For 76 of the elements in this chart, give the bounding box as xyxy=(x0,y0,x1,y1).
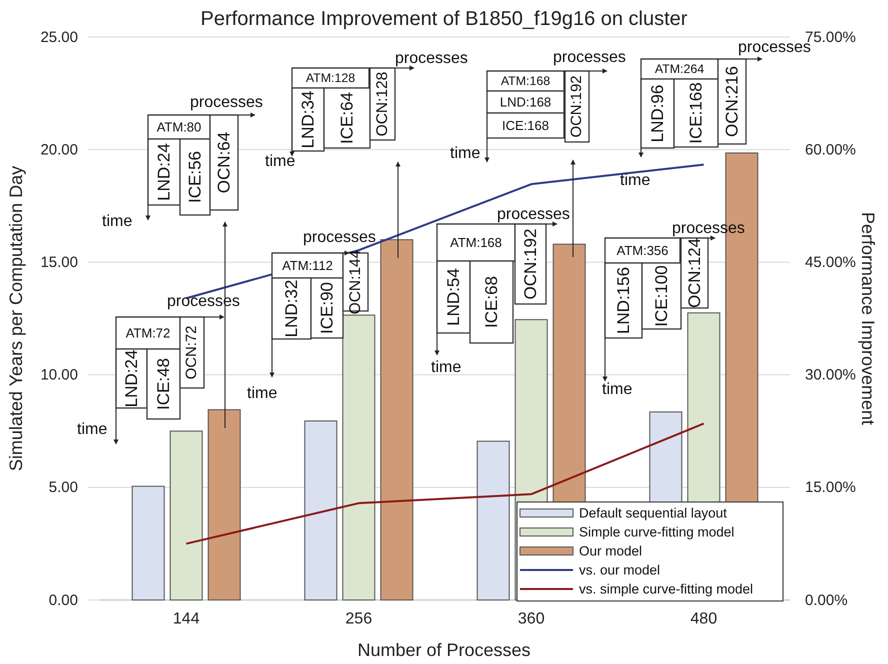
annotation: ATM:356 xyxy=(616,243,668,258)
annotation: processes xyxy=(497,206,570,223)
y-tick-label: 10.00 xyxy=(40,366,78,384)
annotation: OCN:144 xyxy=(347,249,364,314)
annotation: ICE:100 xyxy=(652,265,671,327)
bar xyxy=(208,409,241,600)
annotation: ICE:168 xyxy=(686,82,706,144)
y-tick-label: 0.00 xyxy=(48,592,78,609)
bar xyxy=(132,486,165,600)
annotation: ATM:72 xyxy=(126,326,170,340)
x-tick-label: 480 xyxy=(690,610,718,628)
annotation: ATM:80 xyxy=(156,120,202,134)
bar xyxy=(342,314,376,600)
annotation: OCN:216 xyxy=(722,66,742,137)
annotation: processes xyxy=(190,94,263,111)
y2-tick-label: 45.00% xyxy=(805,254,856,271)
annotation: OCN:192 xyxy=(569,75,585,138)
annotation: ICE:68 xyxy=(482,276,501,328)
x-tick-label: 256 xyxy=(345,610,372,628)
bar xyxy=(170,430,203,600)
annotation: processes xyxy=(553,49,626,66)
annotation: ATM:168 xyxy=(450,235,502,250)
annotation: time xyxy=(77,421,108,438)
y-tick-label: 5.00 xyxy=(48,479,78,496)
legend-label: vs. simple curve-fitting model xyxy=(579,582,754,596)
annotation: LND:96 xyxy=(648,84,667,142)
annotation: OCN:64 xyxy=(214,132,234,194)
legend-label: Simple curve-fitting model xyxy=(579,524,734,540)
legend-label: vs. our model xyxy=(579,562,660,578)
annotation: OCN:128 xyxy=(374,72,391,136)
y-tick-label: 15.00 xyxy=(40,254,78,271)
annotation: ICE:64 xyxy=(338,92,356,144)
annotation: LND:34 xyxy=(298,90,318,148)
annotation: time xyxy=(620,172,650,189)
bar xyxy=(380,239,414,600)
y2-tick-label: 0.00% xyxy=(805,592,848,609)
annotation: OCN:72 xyxy=(184,326,200,380)
annotation: LND:156 xyxy=(614,266,633,334)
legend-label: Default sequential layout xyxy=(579,506,728,520)
bar xyxy=(476,440,510,600)
annotation: ICE:90 xyxy=(318,282,336,334)
annotation: ATM:168 xyxy=(500,74,550,88)
annotation: OCN:124 xyxy=(685,238,704,308)
annotation: ICE:168 xyxy=(502,118,549,133)
annotation: time xyxy=(265,153,296,170)
x-axis-title: Number of Processes xyxy=(357,640,531,660)
chart-title: Performance Improvement of B1850_f19g16 on cluster xyxy=(200,8,688,30)
annotation: time xyxy=(450,145,480,162)
annotation: ATM:264 xyxy=(654,62,704,76)
annotation: OCN:192 xyxy=(521,228,540,300)
annotation: ICE:48 xyxy=(154,358,173,410)
annotation: ATM:112 xyxy=(282,258,333,273)
y2-axis-title: Performance Improvement xyxy=(858,212,878,426)
y2-tick-label: 60.00% xyxy=(805,141,856,158)
annotation: LND:24 xyxy=(122,350,141,408)
annotation: processes xyxy=(303,229,376,246)
annotation: LND:24 xyxy=(154,143,174,201)
annotation: ATM:128 xyxy=(306,71,356,85)
y-tick-label: 25.00 xyxy=(40,28,78,46)
annotation: time xyxy=(102,213,132,230)
annotation: time xyxy=(602,381,632,398)
x-tick-label: 360 xyxy=(518,610,545,628)
x-tick-label: 144 xyxy=(172,610,200,628)
y-tick-label: 20.00 xyxy=(40,141,78,158)
annotation: time xyxy=(431,359,462,376)
annotation: LND:54 xyxy=(444,268,463,326)
annotation: ICE:56 xyxy=(186,151,204,203)
annotation: processes xyxy=(395,50,468,67)
y2-tick-label: 30.00% xyxy=(805,366,856,384)
annotation: time xyxy=(247,385,278,402)
y2-tick-label: 15.00% xyxy=(805,479,856,496)
legend-label: Our model xyxy=(579,544,642,558)
annotation: LND:168 xyxy=(500,94,552,110)
y-axis-title: Simulated Years per Computation Day xyxy=(6,166,26,472)
bar xyxy=(304,420,338,600)
annotation: LND:32 xyxy=(282,280,301,338)
